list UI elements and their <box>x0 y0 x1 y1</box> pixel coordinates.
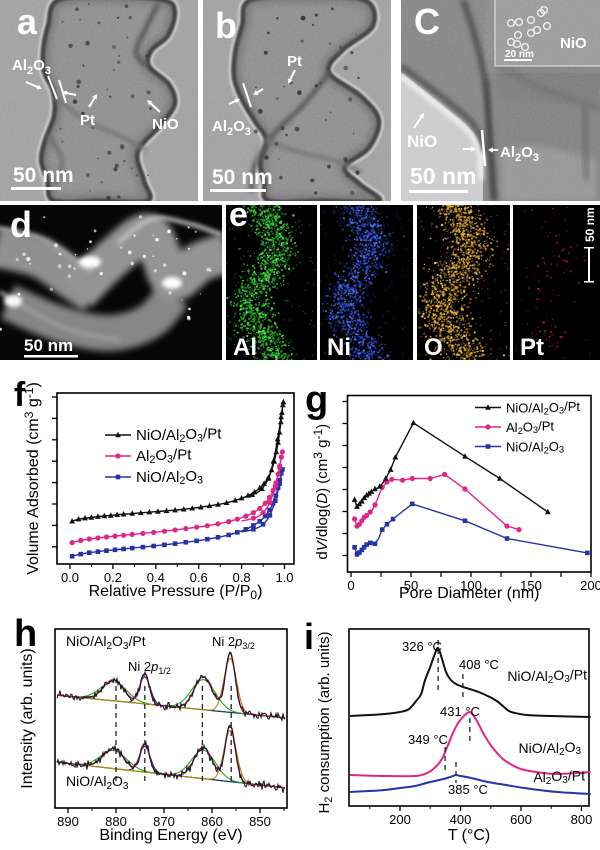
svg-text:50 nm: 50 nm <box>212 166 273 189</box>
svg-text:Pore Diameter (nm): Pore Diameter (nm) <box>399 585 539 602</box>
svg-text:Al: Al <box>233 334 257 361</box>
svg-text:O: O <box>424 334 443 361</box>
svg-text:1.0: 1.0 <box>275 570 293 585</box>
svg-text:NiO: NiO <box>152 116 179 133</box>
svg-text:Pt: Pt <box>80 112 95 129</box>
svg-text:b: b <box>215 5 237 46</box>
svg-text:NiO: NiO <box>560 35 587 52</box>
svg-text:Pt: Pt <box>287 53 302 70</box>
svg-text:50 nm: 50 nm <box>24 336 73 355</box>
svg-text:NiO: NiO <box>407 132 437 151</box>
svg-text:200: 200 <box>580 578 600 593</box>
svg-text:50 nm: 50 nm <box>13 164 74 187</box>
svg-text:NiO/Al2O3/Pt: NiO/Al2O3/Pt <box>136 425 222 445</box>
svg-text:50 nm: 50 nm <box>583 207 597 242</box>
svg-text:C: C <box>414 1 440 42</box>
svg-text:0: 0 <box>347 578 354 593</box>
svg-text:0.0: 0.0 <box>61 570 79 585</box>
svg-text:Pt: Pt <box>520 334 544 361</box>
svg-text:50 nm: 50 nm <box>410 163 476 189</box>
svg-text:20 nm: 20 nm <box>505 49 534 60</box>
svg-text:Al2O3/Pt: Al2O3/Pt <box>136 446 192 466</box>
svg-text:Relative Pressure (P/P0): Relative Pressure (P/P0) <box>89 583 263 602</box>
svg-text:NiO/Al2O3: NiO/Al2O3 <box>136 467 207 487</box>
svg-text:d: d <box>10 204 32 245</box>
svg-text:a: a <box>17 1 38 42</box>
svg-text:f: f <box>14 376 26 414</box>
svg-text:e: e <box>229 196 248 234</box>
svg-text:Ni: Ni <box>327 334 351 361</box>
svg-text:dV/dlog(D) (cm3 g-1): dV/dlog(D) (cm3 g-1) <box>311 424 331 560</box>
